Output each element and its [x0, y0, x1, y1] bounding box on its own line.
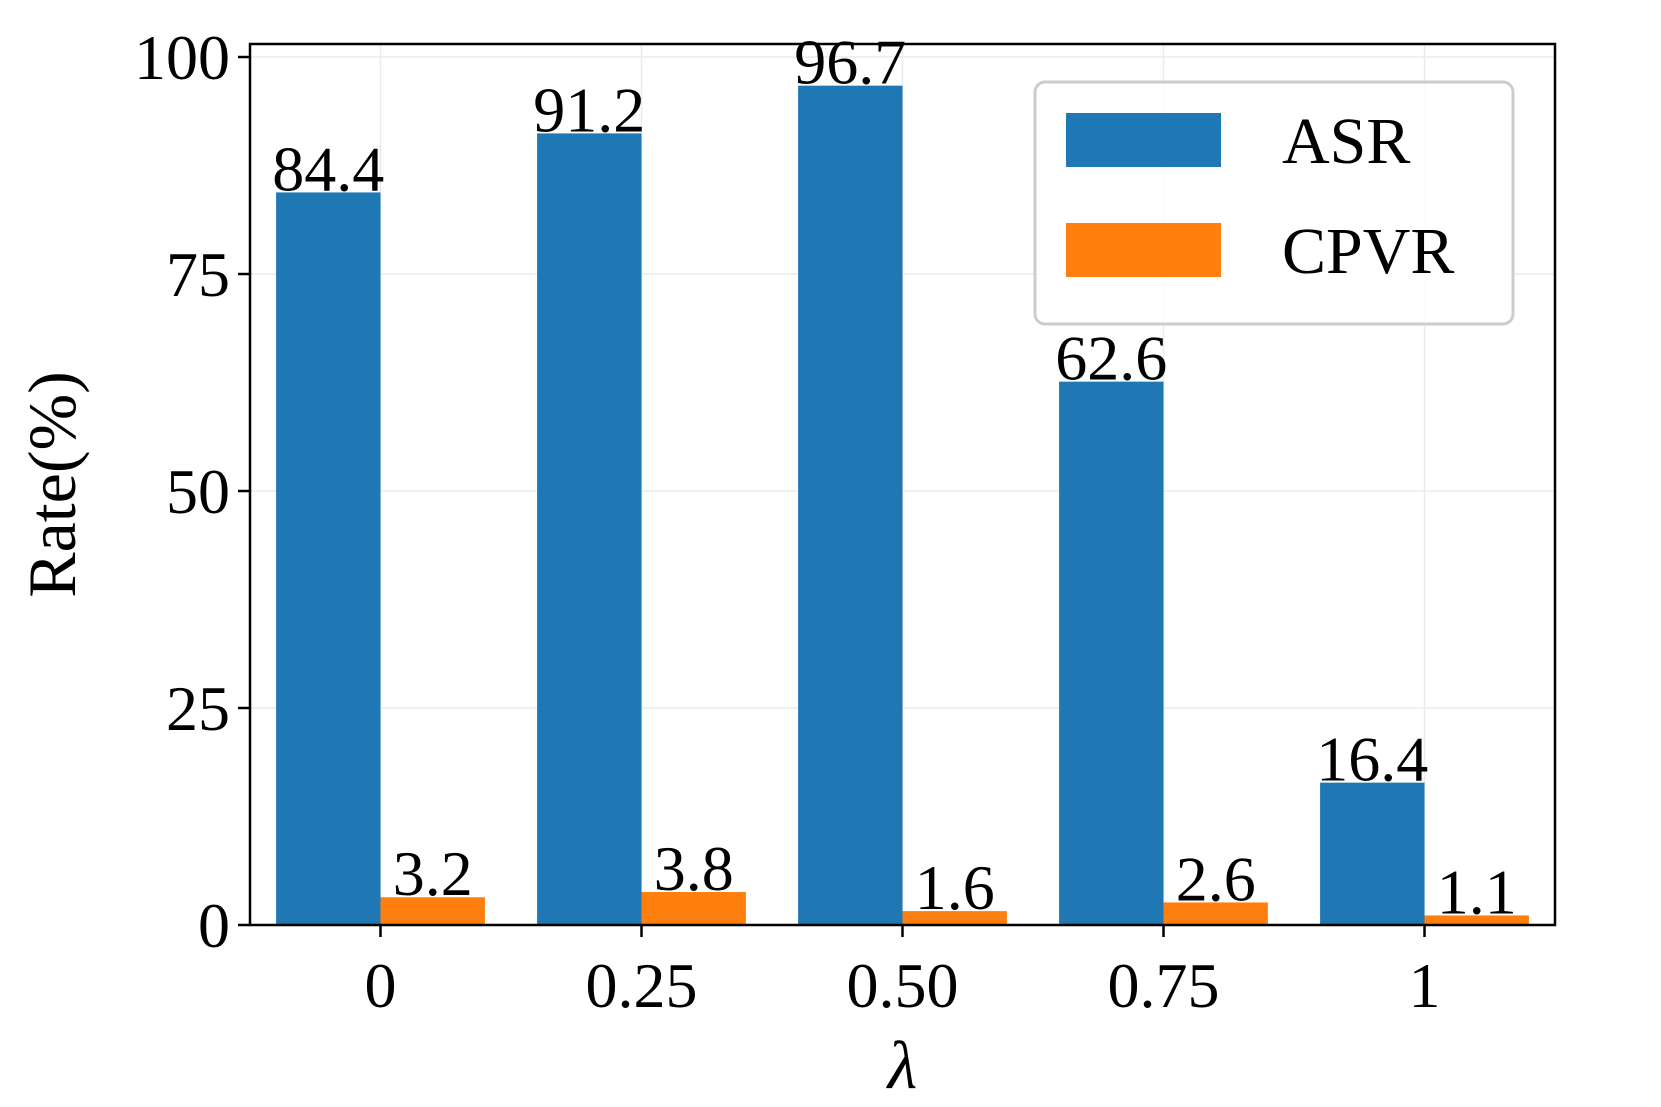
- data-label-asr: 84.4: [272, 133, 384, 204]
- x-tick-label: 0.75: [1108, 950, 1220, 1021]
- data-label-cpvr: 1.6: [915, 852, 995, 923]
- axis-ticks: 0 25 50 75 100 0 0.25 0.50 0.75 1: [134, 22, 1441, 1021]
- bar-asr: [1059, 381, 1164, 925]
- y-tick-label: 0: [198, 890, 230, 961]
- x-tick-label: 0: [365, 950, 397, 1021]
- x-tick-label: 0.25: [586, 950, 698, 1021]
- legend-label-cpvr: CPVR: [1282, 215, 1454, 288]
- bars: [276, 85, 1529, 926]
- bar-asr: [1320, 782, 1425, 925]
- data-label-asr: 96.7: [794, 27, 906, 98]
- y-tick-label: 50: [166, 456, 230, 527]
- y-tick-label: 100: [134, 22, 230, 93]
- data-label-asr: 16.4: [1316, 724, 1428, 795]
- data-label-asr: 91.2: [533, 74, 645, 145]
- x-axis-label: λ: [886, 1027, 917, 1103]
- bar-cpvr: [641, 892, 746, 925]
- legend-swatch-asr: [1066, 113, 1221, 167]
- x-tick-label: 0.50: [847, 950, 959, 1021]
- data-labels: 84.4 91.2 96.7 62.6 16.4 3.2 3.8 1.6 2.6 1.1: [272, 27, 1516, 928]
- data-label-cpvr: 2.6: [1176, 843, 1256, 914]
- bar-asr: [276, 192, 381, 926]
- y-axis-label: Rate(%): [14, 371, 90, 598]
- bar-cpvr: [1424, 915, 1529, 925]
- bar-asr: [537, 133, 642, 925]
- data-label-asr: 62.6: [1055, 323, 1167, 394]
- data-label-cpvr: 3.2: [393, 838, 473, 909]
- data-label-cpvr: 3.8: [654, 833, 734, 904]
- legend-label-asr: ASR: [1282, 105, 1410, 178]
- y-tick-label: 25: [166, 673, 230, 744]
- legend: ASR CPVR: [1033, 80, 1515, 326]
- bar-cpvr: [380, 897, 485, 925]
- data-label-cpvr: 1.1: [1437, 856, 1517, 927]
- legend-swatch-cpvr: [1066, 223, 1221, 277]
- bar-asr: [798, 85, 903, 925]
- x-tick-label: 1: [1409, 950, 1441, 1021]
- bar-cpvr: [902, 911, 1007, 925]
- y-tick-label: 75: [166, 239, 230, 310]
- bar-cpvr: [1163, 902, 1268, 925]
